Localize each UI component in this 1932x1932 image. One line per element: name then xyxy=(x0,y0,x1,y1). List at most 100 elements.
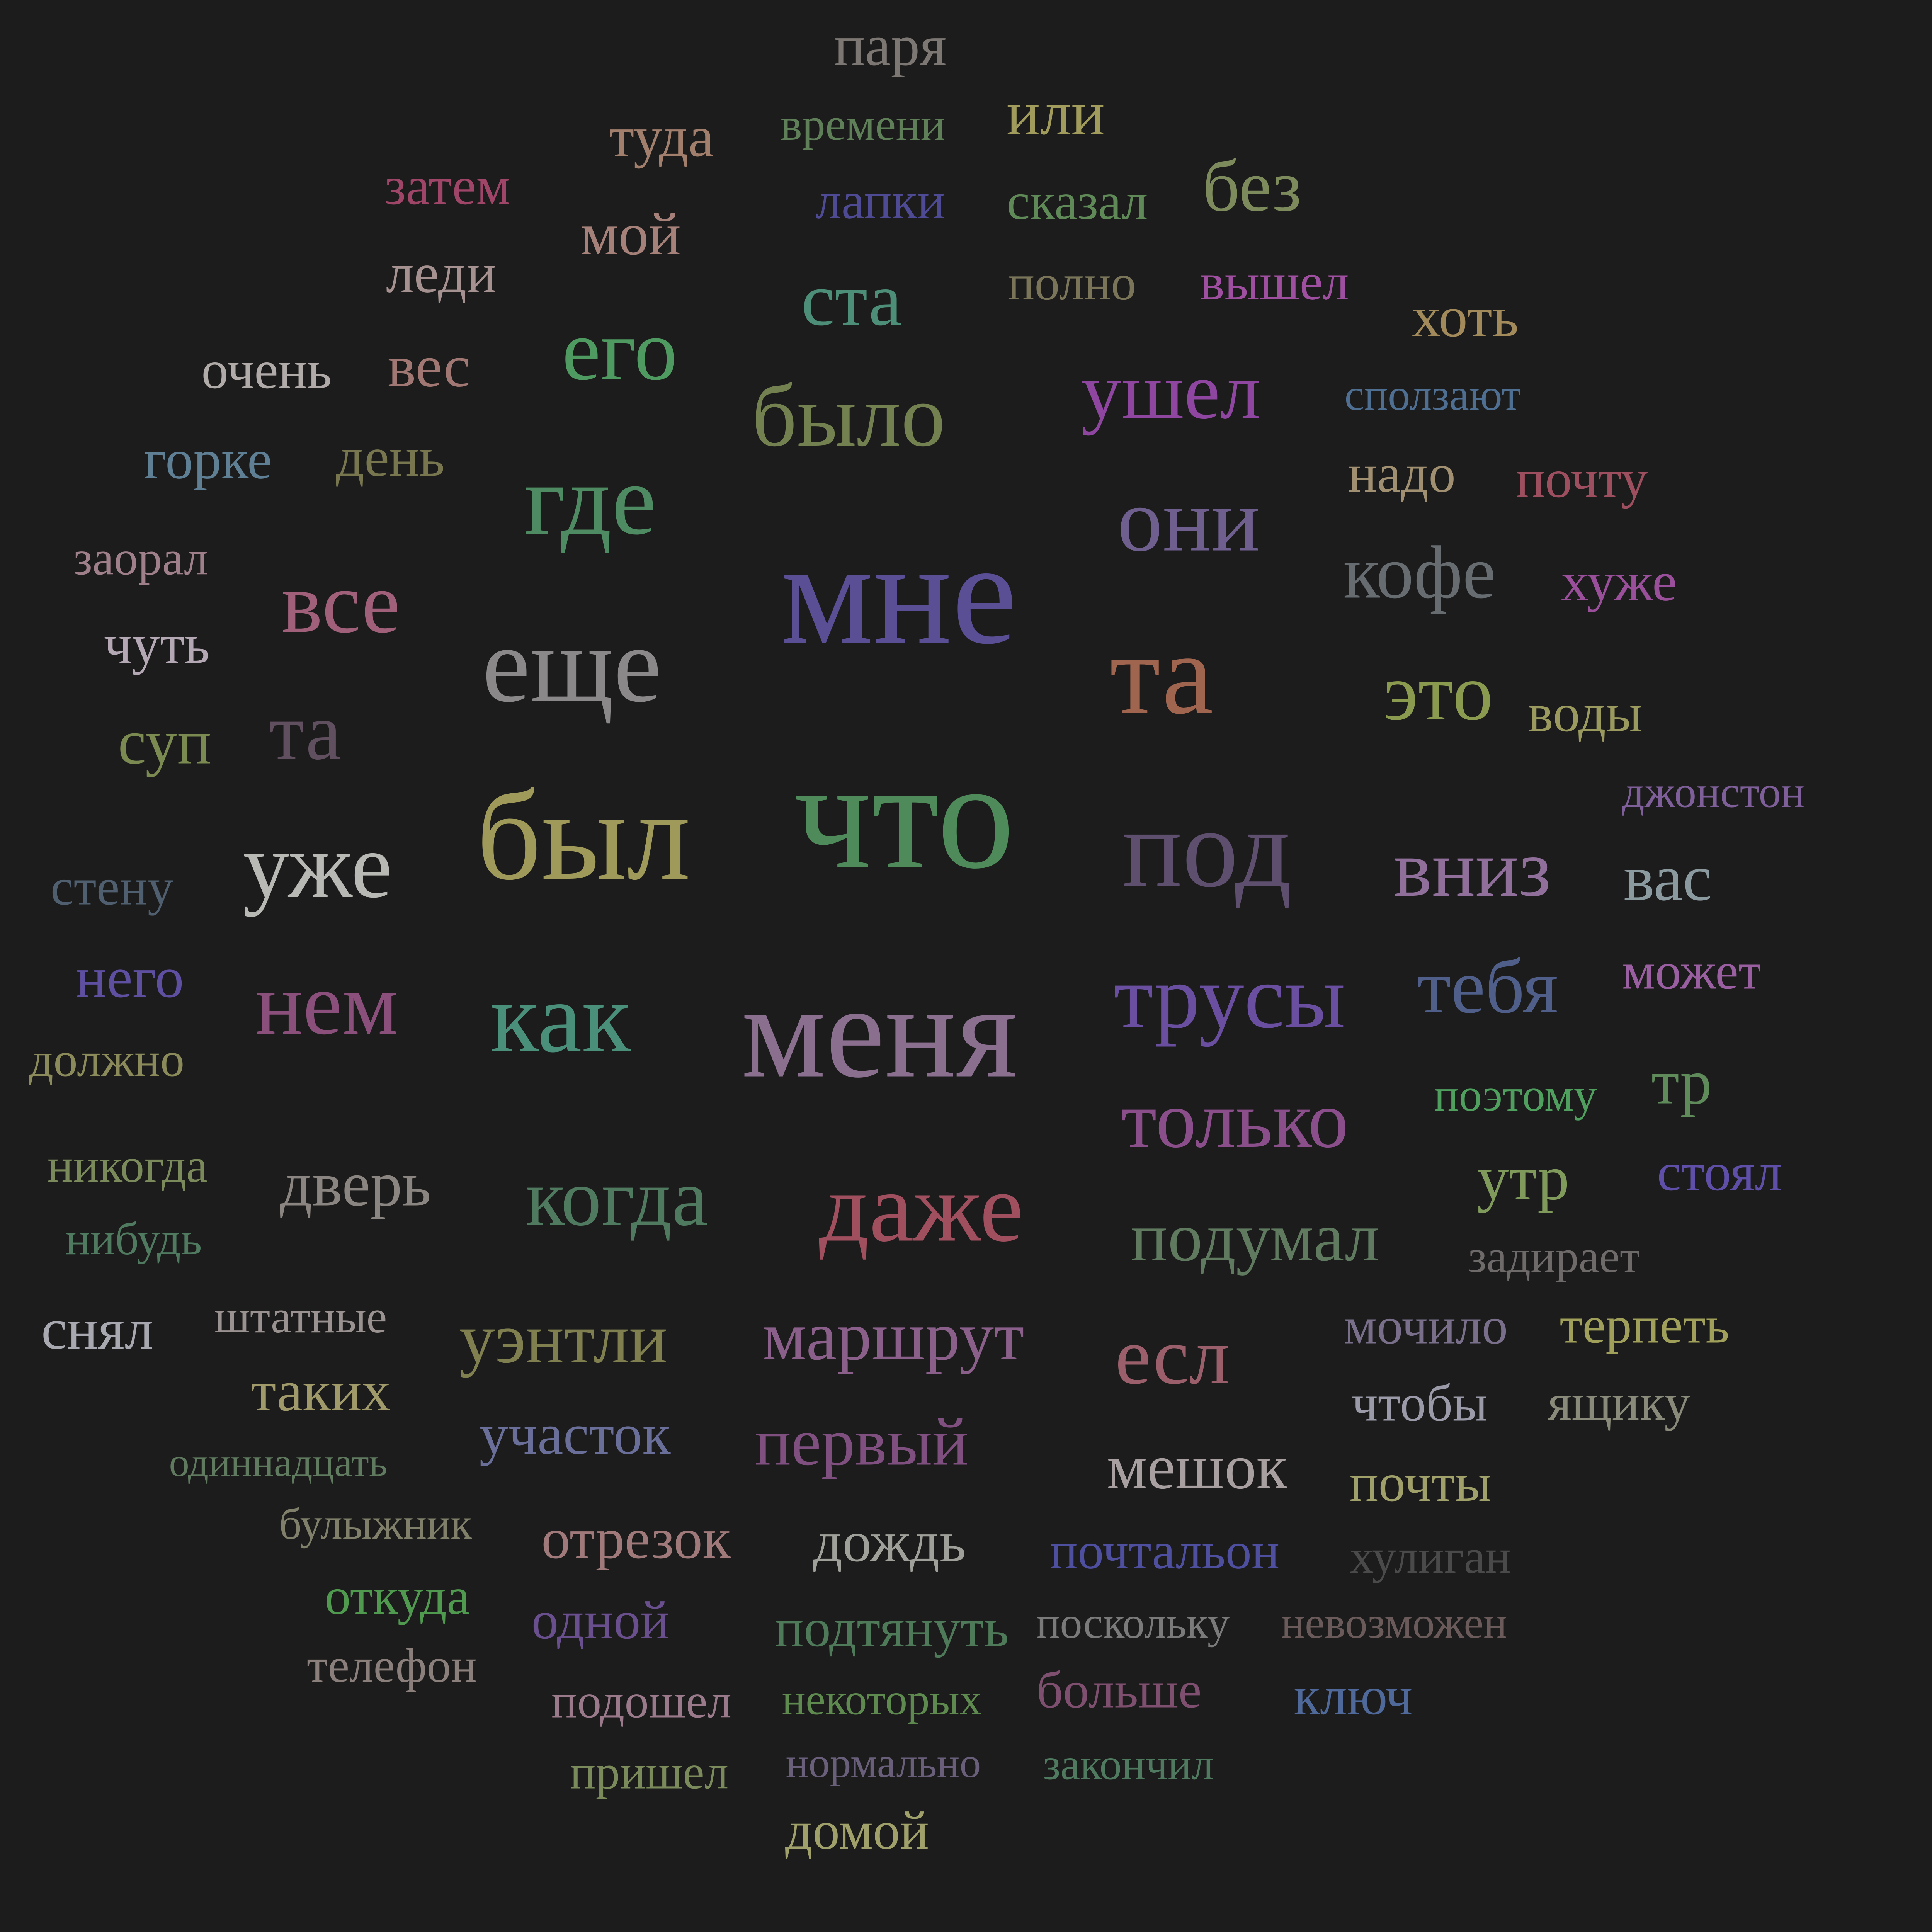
word: невозможен xyxy=(1281,1598,1507,1648)
word: та xyxy=(269,687,342,777)
word: мешок xyxy=(1107,1431,1287,1502)
word: даже xyxy=(819,1153,1024,1262)
word: хуже xyxy=(1561,551,1677,613)
word: они xyxy=(1117,469,1260,570)
word: уже xyxy=(243,814,393,917)
word: только xyxy=(1121,1075,1349,1165)
word: одиннадцать xyxy=(169,1439,388,1485)
word: утр xyxy=(1477,1142,1570,1213)
word: почтальон xyxy=(1049,1522,1280,1580)
word: хулиган xyxy=(1350,1530,1511,1584)
word: штатные xyxy=(214,1291,387,1342)
word: подтянуть xyxy=(775,1598,1009,1658)
word: может xyxy=(1622,942,1761,1000)
word: горке xyxy=(143,429,272,491)
word: никогда xyxy=(47,1139,208,1193)
word: терпеть xyxy=(1560,1296,1730,1354)
word: тебя xyxy=(1417,944,1558,1029)
word: отрезок xyxy=(541,1507,731,1571)
word: хоть xyxy=(1412,285,1519,349)
word: та xyxy=(1110,610,1213,738)
word: кофе xyxy=(1343,531,1496,614)
word: почту xyxy=(1516,449,1648,509)
word: или xyxy=(1006,79,1105,148)
word: некоторых xyxy=(782,1675,982,1724)
word: мне xyxy=(780,512,1017,675)
word: ушел xyxy=(1081,346,1261,436)
word: маршрут xyxy=(762,1298,1024,1374)
word: было xyxy=(752,366,946,465)
word: подошел xyxy=(551,1675,732,1728)
word: задирает xyxy=(1468,1231,1640,1282)
word: закончил xyxy=(1043,1740,1214,1789)
word: надо xyxy=(1348,444,1456,503)
word: ящику xyxy=(1548,1374,1690,1432)
word: паря xyxy=(834,14,947,78)
word: воды xyxy=(1527,683,1643,743)
word: должно xyxy=(29,1033,185,1087)
word: таких xyxy=(250,1359,391,1423)
word: джонстон xyxy=(1622,767,1805,817)
word: как xyxy=(490,962,631,1073)
word: вас xyxy=(1623,842,1712,914)
word: еще xyxy=(482,604,662,724)
word: нормально xyxy=(786,1739,981,1786)
word: нем xyxy=(255,954,399,1053)
word: поскольку xyxy=(1036,1598,1230,1648)
word: есл xyxy=(1115,1311,1230,1401)
word: вес xyxy=(388,333,470,400)
word: уэнтли xyxy=(459,1299,668,1378)
word: был xyxy=(476,765,691,906)
word: откуда xyxy=(325,1568,470,1626)
word: мочило xyxy=(1344,1297,1508,1355)
word: чтобы xyxy=(1351,1374,1488,1432)
word: почты xyxy=(1349,1453,1492,1513)
word: лапки xyxy=(815,172,945,230)
word: пришел xyxy=(570,1746,729,1799)
word: что xyxy=(794,730,1015,901)
word: поэтому xyxy=(1434,1069,1597,1121)
word: снял xyxy=(41,1297,154,1361)
word: ста xyxy=(801,258,902,342)
word: времени xyxy=(780,99,946,150)
word: сползают xyxy=(1344,370,1521,420)
word: суп xyxy=(118,706,211,777)
word: его xyxy=(562,301,678,398)
word: заорал xyxy=(73,532,208,585)
word: чуть xyxy=(104,613,210,675)
word: леди xyxy=(386,242,497,304)
word: дождь xyxy=(813,1510,966,1574)
word: день xyxy=(336,426,445,488)
word: это xyxy=(1383,648,1493,737)
word: больше xyxy=(1036,1661,1202,1719)
word: дверь xyxy=(280,1148,431,1219)
word: него xyxy=(76,946,184,1010)
word: затем xyxy=(384,156,510,216)
word: меня xyxy=(741,957,1018,1105)
word: домой xyxy=(785,1801,929,1861)
word: вышел xyxy=(1200,253,1349,311)
word: туда xyxy=(609,105,714,169)
word: все xyxy=(281,554,400,651)
word: вниз xyxy=(1393,824,1551,913)
word: мой xyxy=(580,201,681,267)
word: сказал xyxy=(1007,173,1148,231)
word: полно xyxy=(1007,255,1136,311)
word: нибудь xyxy=(65,1213,202,1264)
word: одной xyxy=(531,1590,670,1650)
word: где xyxy=(524,444,656,556)
word: под xyxy=(1122,786,1292,910)
word: булыжник xyxy=(279,1499,472,1549)
word: стену xyxy=(50,858,174,916)
word: первый xyxy=(755,1404,969,1480)
word: тр xyxy=(1651,1046,1712,1117)
word: когда xyxy=(525,1153,708,1243)
word: участок xyxy=(479,1402,671,1466)
word: очень xyxy=(201,340,332,400)
word: без xyxy=(1202,146,1301,227)
word: трусы xyxy=(1114,946,1345,1047)
word: телефон xyxy=(307,1639,477,1693)
word: стоял xyxy=(1657,1142,1782,1202)
word: подумал xyxy=(1130,1199,1380,1276)
